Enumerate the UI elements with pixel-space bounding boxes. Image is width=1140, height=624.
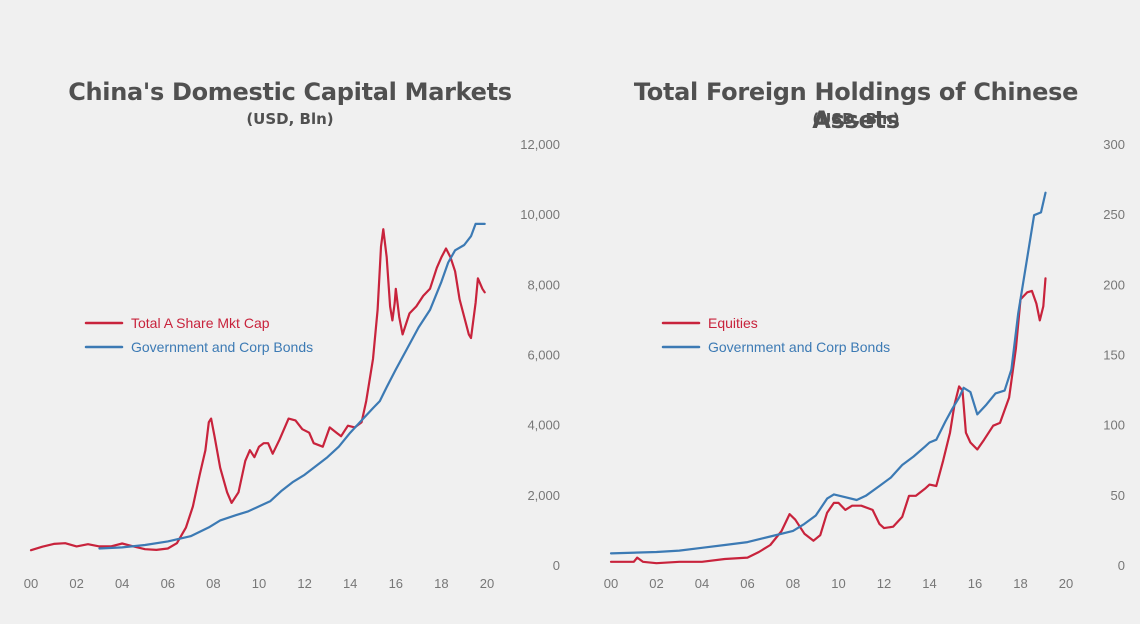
left-x-tick-label: 06 <box>161 576 175 591</box>
right-x-tick-label: 02 <box>649 576 663 591</box>
left-x-tick-label: 02 <box>69 576 83 591</box>
left-y-tick-label: 8,000 <box>527 277 560 292</box>
right-chart-subtitle: (USD, Bln) <box>812 110 900 128</box>
left-y-tick-label: 4,000 <box>527 418 560 433</box>
left-series-line-blue <box>98 222 486 550</box>
left-chart-title: China's Domestic Capital Markets <box>68 78 512 106</box>
left-x-tick-label: 18 <box>434 576 448 591</box>
right-y-tick-label: 150 <box>1103 348 1125 363</box>
right-series-line-red <box>609 277 1047 565</box>
right-x-tick-label: 10 <box>831 576 845 591</box>
left-x-tick-label: 16 <box>389 576 403 591</box>
right-y-tick-label: 300 <box>1103 137 1125 152</box>
right-legend-label: Equities <box>708 315 758 331</box>
right-y-tick-label: 100 <box>1103 418 1125 433</box>
right-x-tick-label: 12 <box>877 576 891 591</box>
left-x-tick-label: 04 <box>115 576 129 591</box>
left-x-tick-label: 20 <box>480 576 494 591</box>
right-series-line-blue <box>609 191 1047 555</box>
right-x-tick-label: 20 <box>1059 576 1073 591</box>
right-chart-title: Total Foreign Holdings of Chinese Assets <box>633 78 1079 134</box>
left-legend-label: Government and Corp Bonds <box>131 339 313 355</box>
right-x-tick-label: 18 <box>1013 576 1027 591</box>
right-y-tick-label: 200 <box>1103 277 1125 292</box>
left-x-tick-label: 00 <box>24 576 38 591</box>
right-x-tick-label: 14 <box>922 576 936 591</box>
left-y-tick-label: 2,000 <box>527 488 560 503</box>
left-x-tick-label: 08 <box>206 576 220 591</box>
left-legend-label: Total A Share Mkt Cap <box>131 315 270 331</box>
right-x-tick-label: 00 <box>604 576 618 591</box>
left-y-tick-label: 0 <box>553 558 560 573</box>
left-x-tick-label: 12 <box>297 576 311 591</box>
right-y-tick-label: 250 <box>1103 207 1125 222</box>
right-legend-label: Government and Corp Bonds <box>708 339 890 355</box>
right-y-tick-label: 50 <box>1111 488 1125 503</box>
left-chart-subtitle: (USD, Bln) <box>246 110 334 128</box>
right-y-tick-label: 0 <box>1118 558 1125 573</box>
right-x-tick-label: 06 <box>740 576 754 591</box>
left-x-tick-label: 10 <box>252 576 266 591</box>
right-x-tick-label: 08 <box>786 576 800 591</box>
left-y-tick-label: 10,000 <box>520 207 560 222</box>
left-y-tick-label: 12,000 <box>520 137 560 152</box>
left-series-line-red <box>29 228 486 552</box>
left-x-tick-label: 14 <box>343 576 357 591</box>
right-x-tick-label: 16 <box>968 576 982 591</box>
right-x-tick-label: 04 <box>695 576 709 591</box>
left-y-tick-label: 6,000 <box>527 348 560 363</box>
